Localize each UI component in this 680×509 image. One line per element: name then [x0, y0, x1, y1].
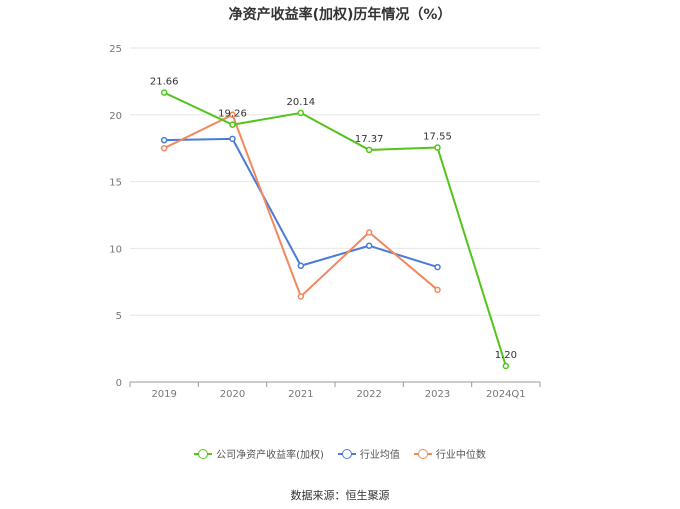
data-label: 19.26: [218, 109, 247, 120]
data-point: [229, 111, 236, 119]
data-point: [160, 144, 168, 152]
legend-label: 行业均值: [359, 450, 400, 461]
data-point: [297, 109, 305, 117]
data-source-note: 数据来源：恒生聚源: [290, 489, 390, 502]
data-point: [160, 136, 168, 144]
data-point: [365, 229, 373, 236]
series-line: [164, 137, 438, 269]
legend-item[interactable]: 行业均值: [337, 446, 400, 461]
x-tick-label: 2024Q1: [486, 389, 526, 400]
data-point: [297, 293, 305, 300]
x-tick-label: 2022: [356, 389, 381, 400]
line-chart: 0 5 10 15 20 25 2019 2020 2021 2022 2023 2024Q1 21.6…: [109, 44, 541, 400]
data-label: 17.37: [355, 134, 384, 145]
y-tick-label: 0: [116, 378, 122, 389]
y-tick-label: 15: [109, 178, 122, 189]
data-label: 1.20: [495, 350, 517, 361]
legend-label: 行业中位数: [435, 450, 486, 461]
series-line: [163, 91, 507, 367]
legend-marker-icon: [337, 448, 356, 459]
data-label: 21.66: [150, 77, 179, 88]
data-label: 17.55: [423, 132, 452, 143]
data-point: [160, 89, 168, 96]
data-point: [434, 263, 441, 271]
x-tick-label: 2021: [288, 389, 313, 400]
data-point: [229, 121, 236, 128]
y-tick-label: 25: [109, 44, 122, 55]
x-tick-label: 2020: [220, 389, 245, 400]
data-point: [365, 242, 373, 249]
data-point: [229, 135, 236, 143]
data-point: [434, 144, 441, 151]
legend-label: 公司净资产收益率(加权): [216, 450, 324, 461]
legend-item[interactable]: 公司净资产收益率(加权): [194, 446, 324, 461]
legend-marker-icon: [194, 448, 213, 459]
legend-marker-icon: [413, 448, 432, 459]
data-label: 20.14: [287, 97, 316, 108]
data-point: [365, 146, 373, 154]
chart-title: 净资产收益率(加权)历年情况（%）: [228, 7, 452, 23]
x-tick-label: 2023: [425, 389, 450, 400]
legend: 公司净资产收益率(加权) 行业均值 行业中位数: [0, 446, 680, 461]
y-tick-label: 5: [116, 311, 122, 322]
x-tick-label: 2019: [151, 389, 176, 400]
y-tick-label: 20: [109, 111, 122, 122]
data-point: [297, 262, 305, 270]
legend-item[interactable]: 行业中位数: [413, 446, 486, 461]
data-point: [502, 362, 510, 370]
y-tick-label: 10: [109, 244, 122, 255]
series-line: [163, 113, 439, 299]
data-point: [434, 286, 441, 294]
